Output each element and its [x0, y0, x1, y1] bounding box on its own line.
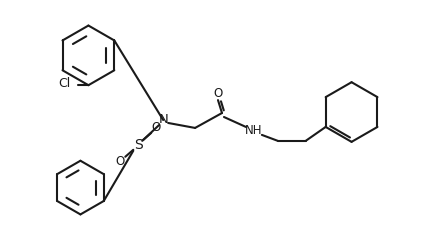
Text: O: O	[116, 155, 125, 168]
Text: O: O	[151, 121, 161, 135]
Text: S: S	[134, 138, 143, 152]
Text: N: N	[158, 113, 168, 127]
Text: O: O	[214, 87, 223, 100]
Text: NH: NH	[245, 124, 263, 137]
Text: Cl: Cl	[58, 77, 70, 90]
